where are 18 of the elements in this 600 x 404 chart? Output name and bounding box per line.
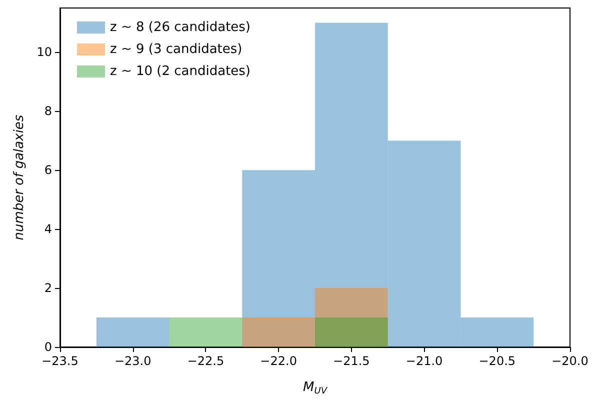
legend-label: z ∼ 9 (3 candidates) [110, 42, 242, 57]
legend-label: z ∼ 8 (26 candidates) [110, 20, 251, 35]
x-tick-label: −22.5 [187, 354, 224, 368]
x-tick-label: −22.0 [260, 354, 297, 368]
y-tick-label: 2 [44, 281, 52, 296]
x-tick-label: −20.5 [478, 354, 516, 368]
x-tick-label: −21.5 [333, 354, 370, 368]
y-tick-label: 0 [44, 340, 52, 354]
x-tick-label: −20.0 [552, 354, 588, 368]
x-tick-label: −23.0 [114, 354, 152, 368]
y-tick-label: 4 [44, 222, 52, 236]
y-tick-label: 10 [36, 45, 52, 60]
x-tick-label: −23.5 [42, 354, 78, 368]
legend-label: z ∼ 10 (2 candidates) [110, 64, 251, 79]
y-tick-label: 6 [44, 163, 52, 178]
x-tick-label: −21.0 [406, 354, 443, 368]
y-tick-label: 8 [44, 104, 52, 118]
y-axis-title: number of galaxies [12, 114, 27, 240]
